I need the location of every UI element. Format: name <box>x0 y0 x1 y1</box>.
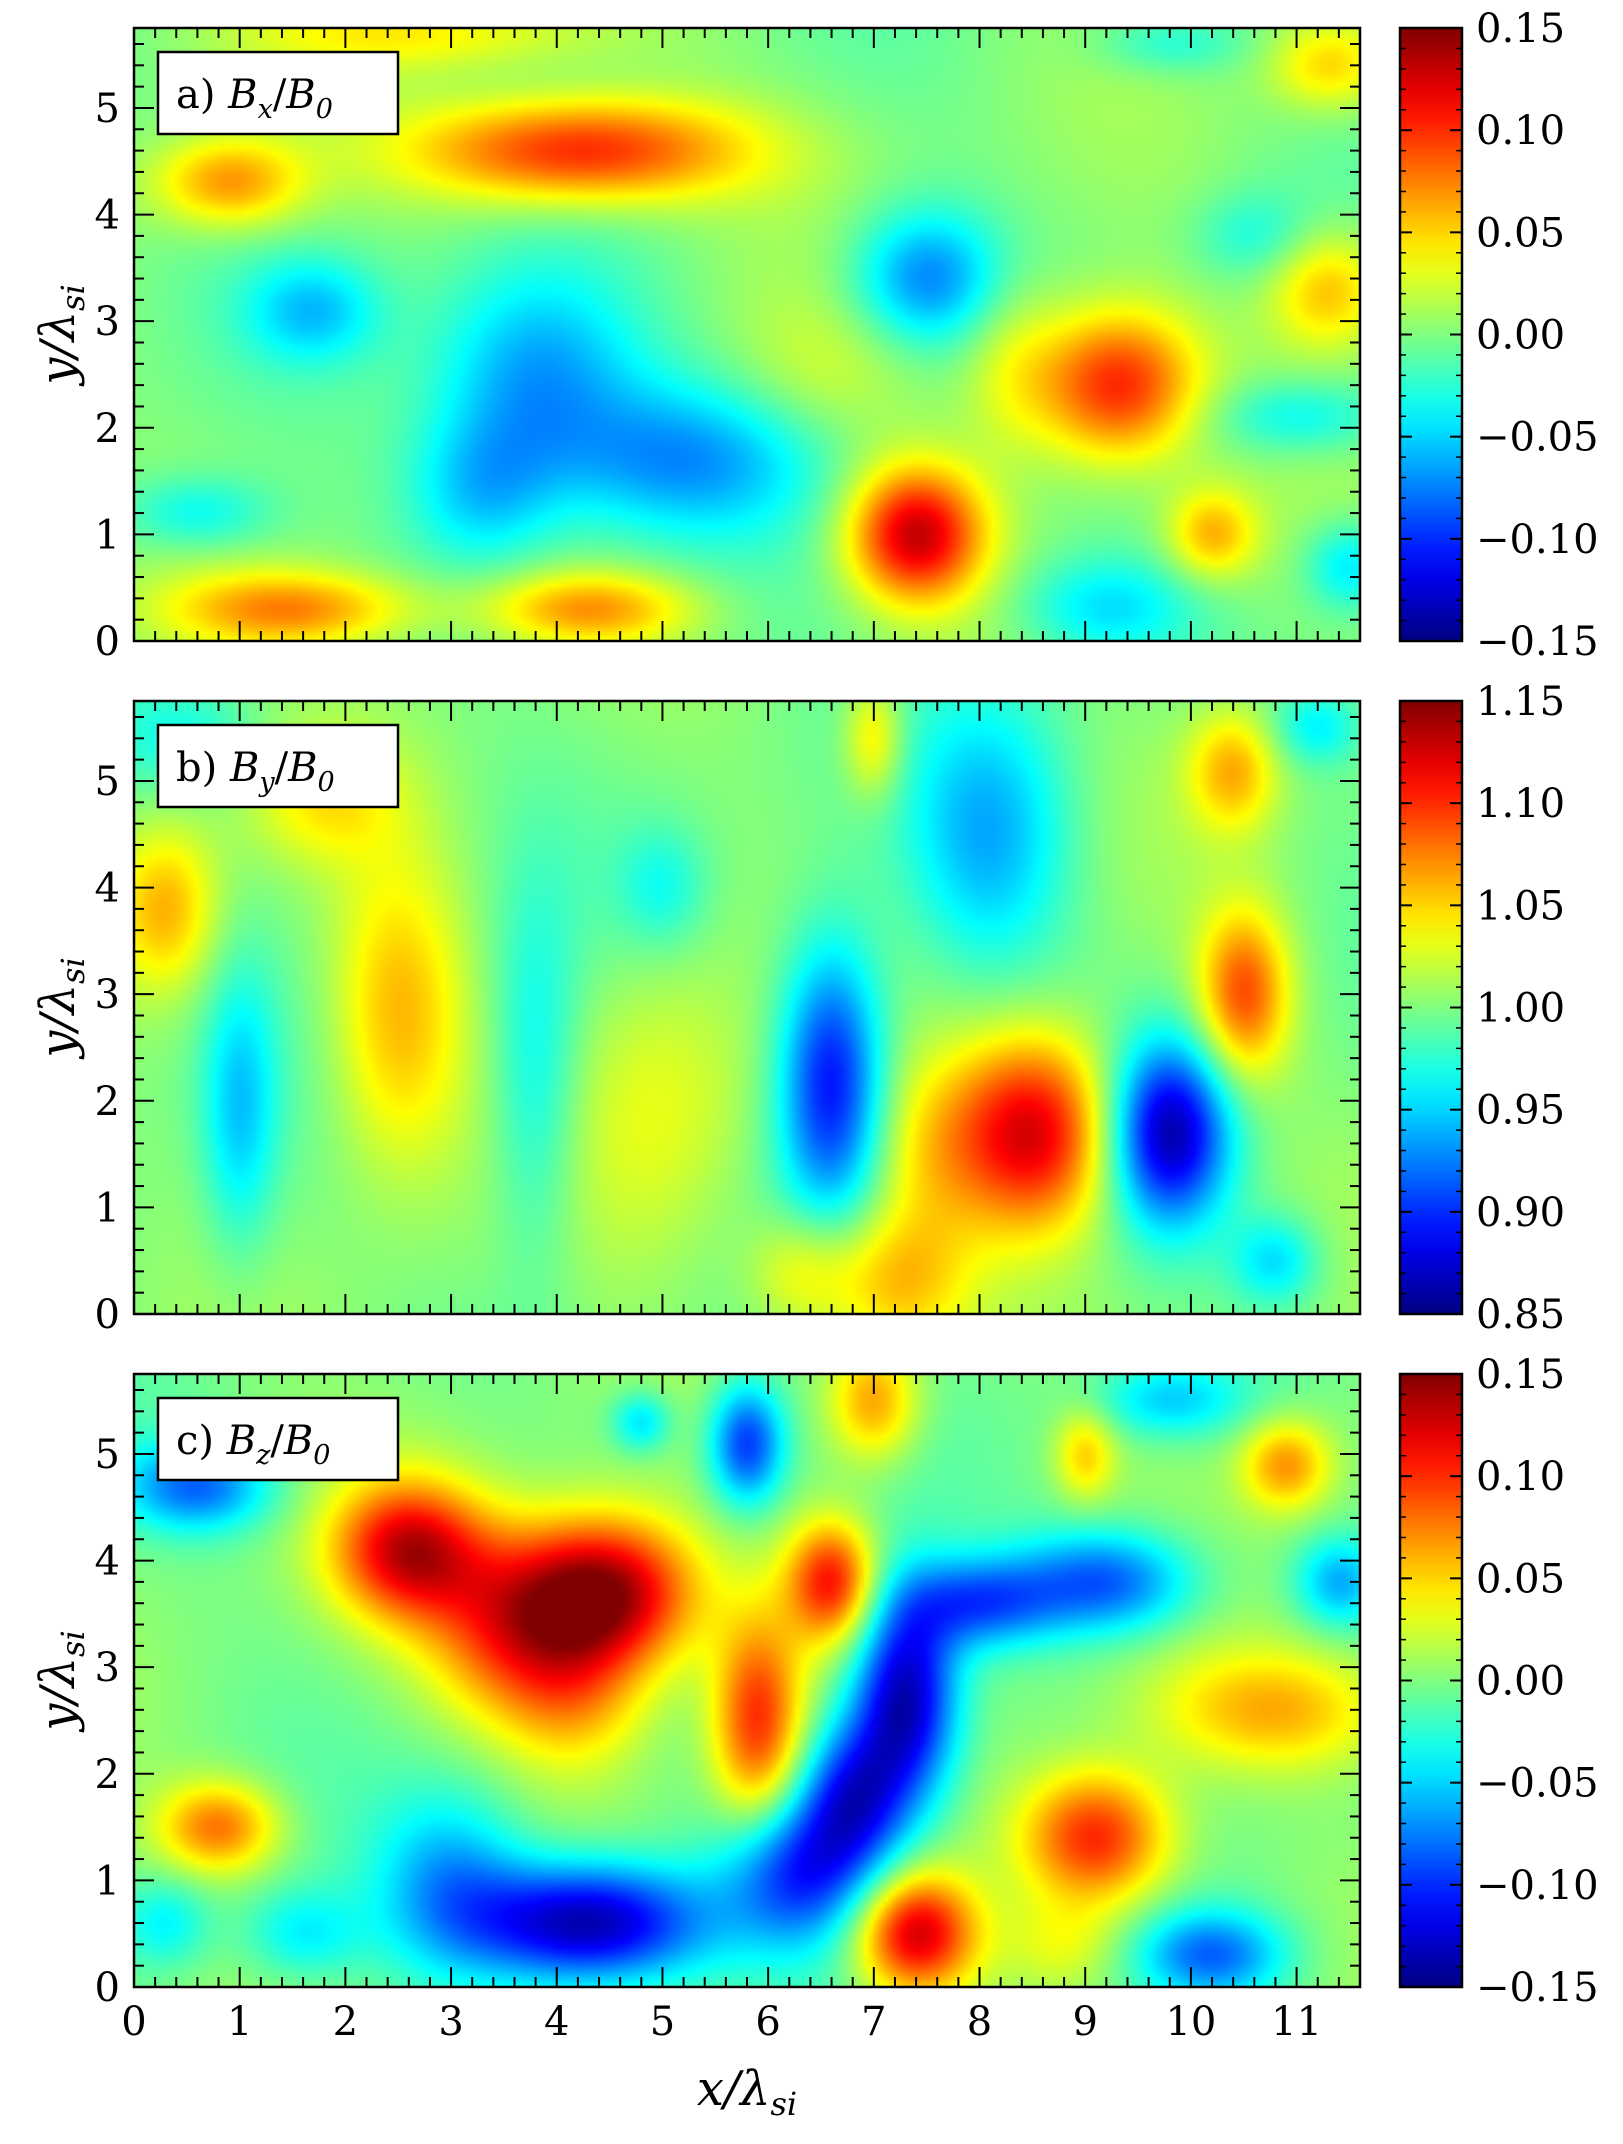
x-tick-label: 5 <box>650 1999 675 2045</box>
heatmap-panel-2: 0 1 2 3 4 5 y/λsi b) By/B0 <box>30 699 1362 1338</box>
panel-label-box <box>156 723 400 809</box>
x-tick-label: 9 <box>1072 1999 1097 2045</box>
x-tick-label: 2 <box>333 1999 358 2045</box>
colorbar-tick-label: 1.00 <box>1476 986 1565 1032</box>
colorbar-tick-label: 1.05 <box>1476 883 1565 929</box>
colorbar-tick-label: −0.15 <box>1476 1965 1599 2011</box>
colorbar-tick-label: 0.00 <box>1476 313 1565 359</box>
y-tick-label: 5 <box>95 759 120 805</box>
y-tick-label: 1 <box>95 512 120 558</box>
x-tick-label: 0 <box>121 1999 146 2045</box>
colorbar-tick-label: −0.10 <box>1476 1863 1599 1909</box>
x-tick-label: 8 <box>967 1999 992 2045</box>
colorbar-tick-label: −0.10 <box>1476 517 1599 563</box>
panel-label-box <box>156 50 400 136</box>
heatmap-panel-1: 0 1 2 3 4 5 y/λsi a) Bx/B0 <box>30 26 1362 665</box>
colorbar-1: −0.15 −0.10 −0.05 0.00 0.05 0.10 0.15 <box>1398 6 1599 665</box>
colorbar-2: 0.85 0.90 0.95 1.00 1.05 1.10 1.15 <box>1398 679 1565 1338</box>
x-tick-label: 6 <box>755 1999 780 2045</box>
colorbar-tick-label: 0.10 <box>1476 108 1565 154</box>
y-tick-label: 0 <box>95 1965 120 2011</box>
y-tick-label: 0 <box>95 1292 120 1338</box>
panel-label: b) By/B0 <box>176 745 335 798</box>
colorbar-tick-label: 0.15 <box>1476 6 1565 52</box>
y-tick-label: 5 <box>95 86 120 132</box>
x-tick-label: 10 <box>1165 1999 1216 2045</box>
y-axis-label: y/λsi <box>30 284 92 386</box>
panel-label-box <box>156 1396 400 1482</box>
y-tick-label: 2 <box>95 1752 120 1798</box>
colorbar-tick-label: 1.10 <box>1476 781 1565 827</box>
y-tick-label: 0 <box>95 619 120 665</box>
y-tick-label: 3 <box>95 1645 120 1691</box>
colorbar-3: −0.15 −0.10 −0.05 0.00 0.05 0.10 0.15 <box>1398 1352 1599 2011</box>
panel-label: a) Bx/B0 <box>176 72 333 125</box>
y-tick-label: 2 <box>95 1079 120 1125</box>
y-axis-label: y/λsi <box>30 957 92 1059</box>
y-axis-label: y/λsi <box>30 1630 92 1732</box>
colorbar-tick-label: −0.15 <box>1476 619 1599 665</box>
y-tick-label: 3 <box>95 299 120 345</box>
colorbar-tick-label: 0.15 <box>1476 1352 1565 1398</box>
colorbar-tick-label: 1.15 <box>1476 679 1565 725</box>
colorbar-tick-label: −0.05 <box>1476 415 1599 461</box>
colorbar-tick-label: 0.05 <box>1476 210 1565 256</box>
y-tick-label: 4 <box>95 193 120 239</box>
y-tick-label: 4 <box>95 1539 120 1585</box>
colorbar-tick-label: 0.05 <box>1476 1556 1565 1602</box>
x-tick-label: 11 <box>1271 1999 1322 2045</box>
colorbar-tick-label: 0.10 <box>1476 1454 1565 1500</box>
colorbar-tick-label: −0.05 <box>1476 1761 1599 1807</box>
y-tick-label: 3 <box>95 972 120 1018</box>
x-tick-label: 1 <box>227 1999 252 2045</box>
y-tick-label: 2 <box>95 406 120 452</box>
heatmap-panel-3: 0 1 2 3 4 5 y/λsi 0 1 2 3 4 5 6 7 8 9 10 11 x/λsi c) Bz/B0 <box>30 1372 1362 2123</box>
colorbar-tick-label: 0.95 <box>1476 1088 1565 1134</box>
colorbar-tick-label: 0.85 <box>1476 1292 1565 1338</box>
x-axis-label: x/λsi <box>697 2061 797 2123</box>
y-tick-label: 1 <box>95 1185 120 1231</box>
colorbar-tick-label: 0.00 <box>1476 1659 1565 1705</box>
x-tick-label: 4 <box>544 1999 569 2045</box>
y-tick-label: 4 <box>95 866 120 912</box>
panel-label: c) Bz/B0 <box>176 1418 330 1471</box>
x-tick-label: 3 <box>438 1999 463 2045</box>
y-tick-label: 1 <box>95 1858 120 1904</box>
x-tick-label: 7 <box>861 1999 886 2045</box>
colorbar-tick-label: 0.90 <box>1476 1190 1565 1236</box>
y-tick-label: 5 <box>95 1432 120 1478</box>
